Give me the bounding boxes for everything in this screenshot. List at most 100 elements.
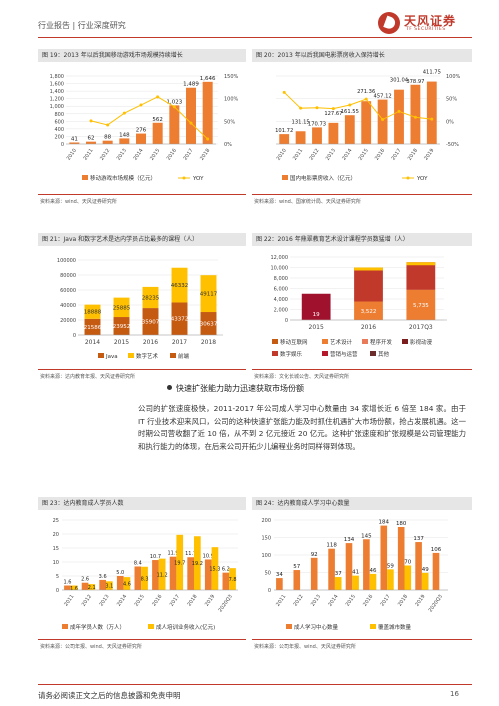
header-divider: [38, 37, 472, 38]
fig24-x-tick: 2012: [293, 594, 305, 608]
fig24-x-tick: 2015: [345, 594, 357, 608]
fig20-bar: [295, 131, 306, 144]
breadcrumb: 行业报告 | 行业深度研究: [38, 21, 126, 30]
fig20-legend-label: YOY: [416, 176, 428, 182]
fig24-bar-cities: [334, 577, 342, 590]
fig19-bar-label: 88: [104, 135, 111, 141]
fig22-legend-label: 营销与运营: [330, 350, 358, 358]
fig24-bar-centers: [415, 542, 422, 590]
fig19-y-tick: 1,200: [50, 97, 64, 103]
fig20-source: 资料来源：wind、国家统计局、天风证券研究所: [254, 199, 361, 205]
fig24-x-tick: 2019: [414, 594, 426, 608]
fig20-yoy-point: [315, 106, 319, 110]
fig20-x-tick: 2019: [423, 148, 435, 162]
fig23-divider: [38, 639, 246, 640]
fig20-bar-label: 161.55: [341, 109, 359, 115]
fig21-x-tick: 2018: [201, 339, 216, 346]
fig19-x-tick: 2017: [182, 148, 194, 162]
fig20-bar: [426, 81, 437, 144]
fig23-x-tick: 2012: [81, 594, 93, 608]
fig19-yoy-point: [89, 119, 93, 123]
fig20-bar-label: 131.15: [292, 119, 310, 125]
fig22-legend-swatch: [322, 339, 328, 344]
fig24-x-tick: 2014: [327, 594, 339, 608]
fig19-x-tick: 2013: [116, 148, 128, 162]
fig19-yoy-point: [122, 111, 126, 115]
fig22-divider: [252, 369, 472, 370]
fig21-bar-label: 49117: [200, 292, 218, 298]
fig23-bar-label: 5.0: [116, 570, 124, 576]
fig23-bar-revenue: [229, 568, 236, 590]
fig20-x-tick: 2016: [374, 148, 386, 162]
fig24-caption: 图 24：达内教育成人学习中心数量: [252, 497, 472, 510]
fig21-y-tick: 0: [73, 333, 76, 339]
fig21-divider: [38, 369, 246, 370]
fig20-bar-label: 301.04: [390, 78, 409, 84]
fig22-source: 资料来源：文化长城公告、天风证券研究所: [254, 374, 350, 380]
fig19-y-tick: 600: [54, 119, 64, 125]
fig24-bar-label: 118: [326, 543, 337, 549]
fig22-legend-swatch: [272, 339, 278, 344]
fig20-yoy-point: [282, 90, 286, 94]
fig24-y-tick: 150: [261, 536, 271, 542]
fig23-x-tick: 2011: [63, 594, 75, 608]
fig22-y-tick: 12,000: [271, 255, 289, 261]
fig23-bar-label: 19.7: [174, 560, 185, 566]
fig19-y-tick: 1,800: [50, 74, 64, 80]
fig21-bar-label: 30637: [200, 322, 218, 328]
fig19-yoy-point: [139, 103, 143, 107]
fig20-divider: [252, 194, 472, 195]
fig22-bar-label: 5,735: [413, 303, 429, 309]
fig24-city-label: 49: [422, 567, 429, 573]
fig20-x-tick: 2018: [407, 148, 419, 162]
fig19-bar-label: 148: [119, 132, 130, 138]
fig20-x-tick: 2017: [390, 148, 402, 162]
fig23-bar-students: [134, 566, 142, 590]
fig20-yoy-point: [299, 106, 303, 110]
fig21-legend-label: 前端: [178, 352, 190, 360]
fig19-legend-swatch: [82, 175, 88, 180]
fig24-bar-label: 180: [396, 521, 407, 527]
fig23-legend-swatch: [62, 624, 68, 629]
fig24-x-tick: 2016: [362, 594, 374, 608]
fig21-y-tick: 20000: [60, 318, 76, 324]
fig19-x-tick: 2015: [149, 148, 161, 162]
fig20-yoy-point: [364, 97, 368, 101]
fig23-bar-students: [99, 579, 106, 590]
fig19-y-tick: 0: [61, 142, 64, 148]
fig22-legend-label: 其他: [378, 350, 390, 358]
fig24-bar-centers: [397, 527, 405, 590]
fig23-bar-revenue: [70, 585, 78, 590]
fig20-yoy-point: [413, 115, 417, 119]
fig20-legend-marker: [406, 176, 410, 180]
fig24-city-label: 46: [370, 568, 377, 574]
fig19-bar-label: 62: [88, 136, 95, 142]
fig21-bar-label: 23952: [113, 324, 131, 330]
fig24-y-tick: 0: [268, 588, 271, 594]
fig23-y-tick: 0: [56, 588, 59, 594]
fig20-bar: [394, 89, 404, 144]
fig19-legend-label: 移动游戏市场规模（亿元）: [90, 174, 156, 182]
fig24-bar-centers: [293, 570, 301, 590]
fig22-chart: 0 2,000 4,000 6,000 8,000 10,000 12,000 19 2015 3…: [271, 255, 447, 358]
fig19-y2-tick: 0%: [224, 142, 232, 148]
fig22-y-tick: 4,000: [274, 297, 288, 303]
fig24-bar-centers: [432, 552, 440, 590]
fig21-bar-java: [84, 318, 101, 335]
fig21-legend-label: Java: [105, 354, 118, 360]
fig23-bar-students: [152, 560, 159, 590]
fig24-bar-centers: [380, 525, 388, 590]
fig24-bar-centers: [276, 578, 283, 590]
fig20-x-tick: 2012: [308, 148, 320, 162]
fig24-bar-cities: [352, 575, 359, 590]
fig19-bar-label: 41: [71, 136, 78, 142]
fig22-x-tick: 2016: [361, 324, 376, 331]
fig24-bar-label: 145: [361, 533, 372, 539]
fig23-y-tick: 5: [56, 574, 59, 580]
fig19-x-tick: 2014: [132, 148, 144, 162]
fig23-y-tick: 10: [53, 560, 59, 566]
fig23-bar-label: 3.1: [105, 584, 113, 590]
fig23-y-tick: 15: [53, 546, 59, 552]
fig20-x-tick: 2011: [292, 148, 304, 162]
fig24-bar-cities: [421, 572, 429, 590]
